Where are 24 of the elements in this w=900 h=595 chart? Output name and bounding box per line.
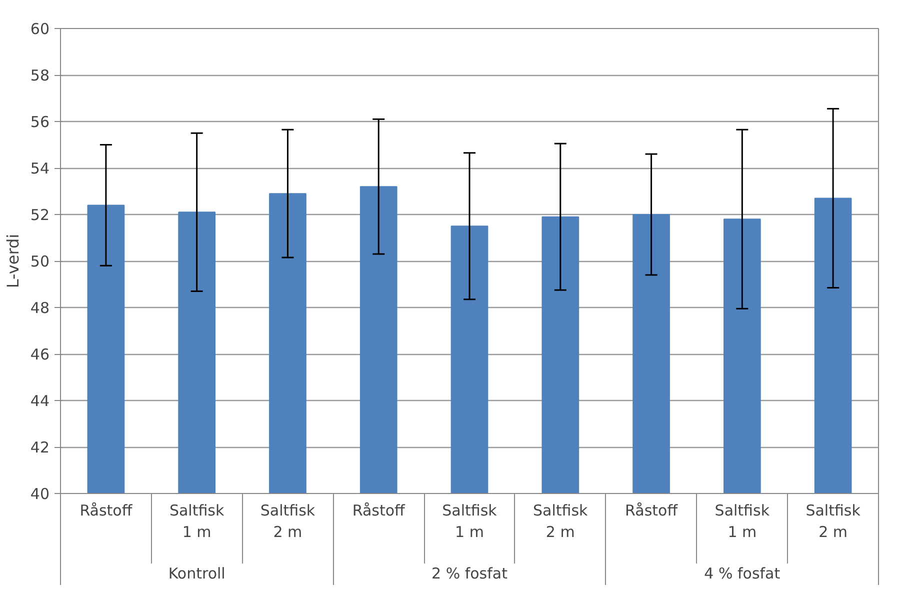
- text: Kontroll: [168, 564, 226, 582]
- x-tick-label: Saltfisk 2 m: [533, 502, 588, 542]
- y-tick-label: 60: [30, 20, 50, 38]
- text: 2 % fosfat: [432, 564, 508, 582]
- text: 4 % fosfat: [704, 564, 780, 582]
- x-tick-label: Råstoff: [352, 502, 406, 520]
- y-tick-label: 56: [30, 113, 50, 131]
- y-tick-label: 40: [30, 485, 50, 503]
- x-tick-label: Saltfisk 2 m: [806, 502, 861, 542]
- x-tick-label: Saltfisk 1 m: [169, 502, 225, 542]
- y-tick-label: 52: [30, 206, 50, 224]
- x-tick-label: Saltfisk 2 m: [260, 502, 316, 542]
- y-tick-label: 44: [30, 392, 50, 410]
- x-tick-label: Råstoff: [80, 502, 133, 520]
- x-tick-label: Råstoff: [625, 502, 678, 520]
- y-tick-label: 42: [30, 438, 50, 456]
- x-tick-label: Saltfisk 1 m: [442, 502, 498, 542]
- y-axis-title: L-verdi: [3, 234, 22, 288]
- y-tick-label: 50: [30, 252, 50, 270]
- y-tick-label: 46: [30, 346, 50, 364]
- y-tick-label: 54: [30, 160, 50, 178]
- y-tick-label: 58: [30, 66, 50, 84]
- y-tick-label: 48: [30, 299, 50, 317]
- x-tick-label: Saltfisk 1 m: [714, 502, 770, 542]
